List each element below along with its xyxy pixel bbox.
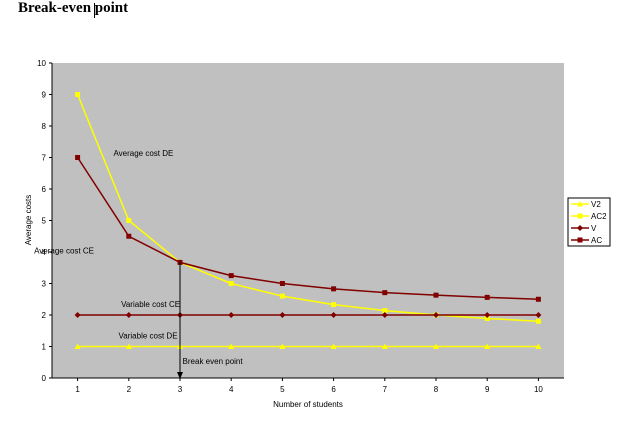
x-tick-label: 6 — [331, 385, 336, 394]
data-point-v — [484, 312, 491, 318]
y-tick-label: 10 — [37, 59, 46, 68]
data-point-v — [125, 312, 132, 318]
text-cursor — [94, 3, 95, 18]
x-tick-label: 9 — [485, 385, 490, 394]
legend-swatch-marker-ac2 — [577, 213, 583, 219]
y-axis-label: Average costs — [24, 195, 33, 246]
data-point-v — [381, 312, 388, 318]
data-point-ac — [228, 273, 234, 279]
data-point-v2 — [74, 343, 81, 349]
data-point-v2 — [228, 343, 235, 349]
legend-label-ac2: AC2 — [591, 212, 607, 221]
x-tick-label: 5 — [280, 385, 285, 394]
data-point-v2 — [125, 343, 132, 349]
x-tick-label: 8 — [434, 385, 439, 394]
y-tick-label: 3 — [42, 280, 47, 289]
x-tick-label: 1 — [75, 385, 80, 394]
data-point-ac2 — [484, 315, 490, 321]
y-tick-label: 6 — [42, 185, 47, 194]
data-point-ac — [279, 281, 285, 286]
data-point-ac — [535, 296, 541, 302]
data-point-v2 — [381, 343, 388, 349]
data-point-ac — [126, 233, 132, 239]
y-tick-label: 5 — [42, 217, 47, 226]
data-point-v — [433, 312, 439, 318]
annotation-label: Variable cost DE — [119, 332, 178, 341]
data-point-v — [74, 312, 81, 318]
series-v2 — [74, 343, 542, 349]
data-point-ac — [331, 286, 337, 292]
legend: V2 AC2 V AC — [567, 197, 611, 247]
plot-area — [52, 63, 564, 378]
series-line-ac — [76, 157, 539, 300]
series-line-ac2 — [76, 94, 539, 323]
data-point-v2 — [330, 343, 337, 349]
legend-box — [567, 197, 611, 247]
break-even-arrow-head — [177, 372, 183, 379]
legend-label-ac: AC — [591, 236, 602, 245]
y-tick-label: 8 — [42, 122, 47, 131]
y-tick-label: 4 — [42, 248, 47, 257]
data-point-v2 — [279, 343, 286, 349]
y-tick-label: 0 — [42, 374, 47, 383]
x-tick-label: 2 — [127, 385, 132, 394]
data-point-ac — [75, 155, 81, 160]
data-point-v — [279, 312, 286, 318]
annotation-label: Break even point — [183, 357, 244, 366]
data-point-ac — [484, 294, 490, 300]
data-point-ac — [433, 292, 439, 298]
legend-label-v2: V2 — [591, 200, 601, 209]
data-point-ac2 — [228, 281, 234, 286]
data-point-ac2 — [279, 293, 285, 299]
series-layer — [74, 92, 542, 349]
data-point-v — [535, 312, 542, 318]
data-point-ac2 — [382, 308, 388, 314]
legend-swatch-marker-v — [577, 225, 583, 231]
annotation-label: Variable cost CE — [121, 300, 180, 309]
legend-label-v: V — [591, 224, 597, 233]
x-axis-label: Number of students — [273, 400, 343, 409]
data-point-ac2 — [126, 218, 132, 223]
data-point-ac2 — [75, 92, 81, 97]
data-point-ac — [382, 290, 388, 296]
annotation-layer: Average cost DE Average cost CE Variable c… — [34, 149, 243, 379]
x-tick-label: 7 — [383, 385, 388, 394]
data-point-ac2 — [535, 318, 541, 324]
legend-swatch-marker-v2 — [577, 201, 583, 207]
legend-swatch-marker-ac — [577, 237, 583, 243]
page-title: Break-even point — [18, 0, 129, 16]
y-tick-label: 1 — [42, 343, 47, 352]
x-tick-label: 4 — [229, 385, 234, 394]
y-tick-label: 9 — [42, 91, 47, 100]
y-tick-label: 7 — [42, 154, 47, 163]
data-point-v2 — [484, 343, 491, 349]
data-point-v2 — [433, 343, 439, 349]
x-tick-label: 3 — [178, 385, 183, 394]
annotation-label: Average cost DE — [113, 149, 173, 158]
y-axis-ticks: 0 1 2 3 4 5 6 7 8 9 10 — [37, 59, 52, 383]
data-point-ac2 — [331, 302, 337, 308]
data-point-v — [330, 312, 337, 318]
data-point-v — [228, 312, 235, 318]
series-v — [74, 312, 542, 318]
y-tick-label: 2 — [42, 311, 47, 320]
data-point-v2 — [535, 343, 542, 349]
x-axis-ticks: 1 2 3 4 5 6 7 8 9 10 — [75, 378, 543, 394]
x-tick-label: 10 — [534, 385, 543, 394]
annotation-label: Average cost CE — [34, 247, 94, 256]
